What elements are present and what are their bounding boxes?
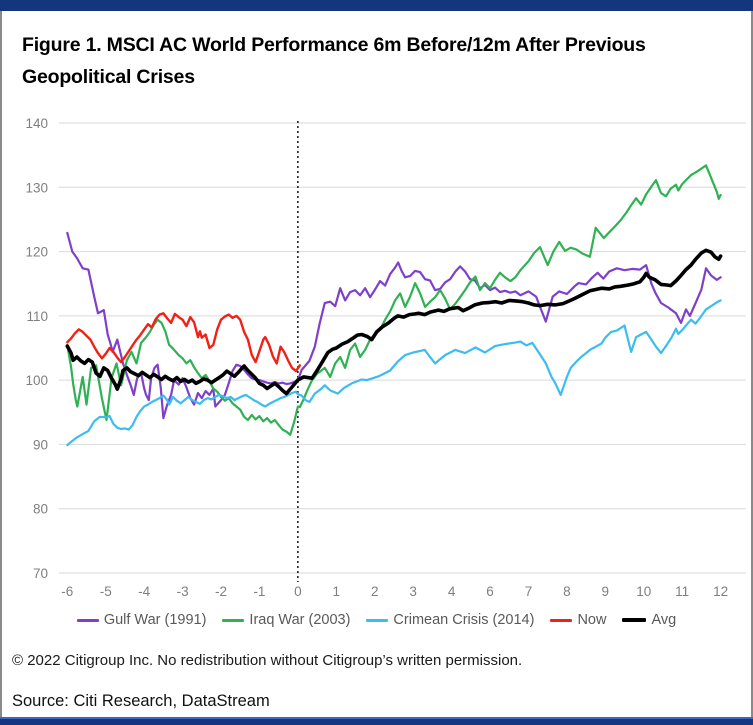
y-tick-label: 100 (25, 373, 48, 388)
legend-item-now: Now (550, 612, 606, 628)
legend-swatch-gulf-war-1991 (76, 618, 99, 622)
source-note: Source: Citi Research, DataStream (12, 692, 270, 710)
y-tick-label: 110 (26, 309, 48, 324)
legend-item-iraq-war-2003: Iraq War (2003) (222, 612, 350, 628)
series-line-avg (65, 248, 723, 396)
legend-item-crimean-crisis-2014: Crimean Crisis (2014) (366, 612, 534, 628)
chart-legend: Gulf War (1991) Iraq War (2003) Crimean … (2, 612, 751, 628)
figure-title-line1: Figure 1. MSCI AC World Performance 6m B… (22, 34, 646, 56)
legend-swatch-iraq-war-2003 (222, 618, 245, 622)
x-tick-label: 6 (486, 584, 494, 599)
x-tick-label: 1 (333, 584, 341, 599)
y-tick-label: 70 (33, 566, 48, 581)
x-tick-label: 7 (525, 584, 533, 599)
series-line-gulf-war-1991 (66, 231, 722, 420)
top-accent-bar (0, 0, 753, 11)
x-tick-label: -5 (100, 584, 112, 599)
x-tick-label: 0 (294, 584, 302, 599)
x-tick-label: -1 (253, 584, 265, 599)
legend-item-gulf-war-1991: Gulf War (1991) (76, 612, 207, 628)
legend-label: Avg (651, 612, 677, 628)
x-tick-label: -3 (177, 584, 189, 599)
x-tick-label: -2 (215, 584, 227, 599)
y-tick-label: 80 (33, 502, 48, 517)
x-tick-label: 11 (675, 584, 689, 599)
series-line-now (66, 312, 301, 373)
legend-swatch-avg (622, 618, 647, 622)
y-tick-label: 90 (33, 437, 48, 452)
x-tick-label: 8 (563, 584, 571, 599)
x-tick-label: 3 (409, 584, 417, 599)
legend-swatch-now (550, 618, 573, 622)
x-tick-label: -6 (61, 584, 73, 599)
x-tick-label: 10 (636, 584, 651, 599)
x-tick-label: 4 (448, 584, 456, 599)
figure-title-line2: Geopolitical Crises (22, 66, 195, 88)
legend-swatch-crimean-crisis-2014 (366, 618, 389, 622)
series-line-iraq-war-2003 (66, 164, 722, 436)
legend-label: Now (577, 612, 607, 628)
legend-label: Crimean Crisis (2014) (393, 612, 535, 628)
legend-item-avg: Avg (622, 612, 676, 628)
figure-frame: Figure 1. MSCI AC World Performance 6m B… (0, 11, 753, 717)
x-tick-label: 12 (713, 584, 728, 599)
bottom-accent-bar (0, 717, 753, 725)
x-tick-label: -4 (138, 584, 150, 599)
legend-label: Iraq War (2003) (249, 612, 351, 628)
series-line-crimean-crisis-2014 (66, 299, 722, 447)
x-tick-label: 2 (371, 584, 379, 599)
y-tick-label: 130 (25, 180, 48, 195)
y-tick-label: 120 (25, 245, 48, 260)
y-tick-label: 140 (25, 116, 48, 131)
x-tick-label: 9 (602, 584, 610, 599)
copyright-note: © 2022 Citigroup Inc. No redistribution … (12, 652, 523, 669)
figure-title: Figure 1. MSCI AC World Performance 6m B… (22, 29, 737, 93)
legend-label: Gulf War (1991) (103, 612, 207, 628)
